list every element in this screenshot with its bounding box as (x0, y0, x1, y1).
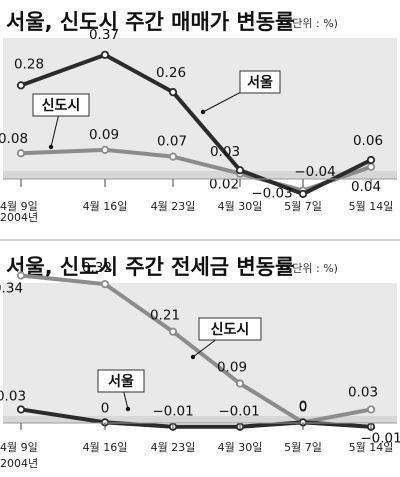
data-point (366, 405, 376, 414)
callout-box (97, 369, 145, 393)
callout-dot (200, 109, 206, 115)
x-tick-label: 4월 30일 (218, 440, 263, 454)
data-label: 0 (299, 398, 308, 414)
plot-shadow (3, 171, 397, 179)
callout-dot (125, 406, 131, 412)
series-callout-label: 신도시 (211, 322, 250, 338)
unit-note: (단위 : %) (288, 262, 338, 275)
data-point (168, 152, 178, 161)
data-point (235, 379, 245, 388)
callout-box (32, 93, 90, 117)
callout-box (239, 70, 281, 94)
x-tick-label: 4월 16일 (83, 440, 128, 454)
year-note: 2004년 (0, 457, 38, 470)
x-tick-label: 5월 14일 (349, 199, 394, 213)
series-line (19, 52, 373, 196)
chart-sales-price: 서울, 신도시 주간 매매가 변동률 (단위 : %) 0.28 0.37 0.26… (0, 10, 397, 224)
data-label: −0.04 (294, 164, 335, 180)
data-label: 0.09 (89, 127, 119, 143)
data-label: 0 (299, 399, 308, 415)
callout-dot (48, 144, 54, 150)
data-label: −0.03 (251, 186, 292, 202)
series-callout-label: 서울 (108, 373, 134, 390)
data-label: 0.34 (0, 281, 23, 297)
x-tick-label: 4월 30일 (218, 199, 263, 213)
data-point (16, 149, 26, 158)
data-point (100, 280, 110, 289)
data-label: 0.02 (209, 177, 239, 193)
plot-shadow (3, 416, 397, 423)
data-point (16, 271, 26, 280)
callout-dot (190, 354, 196, 360)
x-tick-label: 5월 7일 (284, 199, 322, 213)
series-line (19, 273, 373, 425)
x-tick-label: 4월 23일 (151, 199, 196, 213)
x-axis: 4월 9일 4월 16일 4월 23일 4월 30일 5월 7일 5월 14일 (0, 422, 397, 454)
x-tick-label: 4월 16일 (83, 199, 128, 213)
data-point (100, 145, 110, 154)
data-label: 0.37 (89, 27, 119, 43)
data-label: 0.09 (217, 360, 247, 376)
data-label: 0.06 (353, 133, 383, 149)
data-label: 0.08 (0, 131, 28, 147)
x-tick-label: 5월 7일 (284, 440, 322, 454)
data-label: −0.01 (218, 404, 259, 420)
plot-area: 0.28 0.37 0.26 0.03 −0.04 0.06 0.08 0.09 0.07 0.0… (0, 27, 383, 202)
chart-jeonse-deposit: 서울, 신도시 주간 전세금 변동률 (단위 : %) 0.03 0 −0.01 −0… (0, 241, 400, 477)
series-callout-label: 신도시 (42, 98, 81, 114)
x-tick-label: 4월 9일 (0, 199, 38, 213)
data-label: 0.03 (348, 384, 378, 400)
chart-title: 서울, 신도시 주간 전세금 변동률 (6, 255, 294, 279)
data-label: −0.01 (360, 431, 400, 447)
chart-divider (0, 239, 400, 241)
series-callout-label: 서울 (247, 74, 273, 91)
x-tick-label: 5월 14일 (349, 440, 394, 454)
data-point (168, 327, 178, 336)
data-label: 0.07 (157, 134, 187, 150)
data-label: 0 (101, 400, 110, 416)
data-point (298, 189, 308, 199)
data-point (366, 155, 376, 165)
data-label: 0.03 (210, 144, 240, 160)
chart-title: 서울, 신도시 주간 매매가 변동률 (6, 10, 294, 34)
x-tick-label: 4월 9일 (0, 440, 38, 454)
data-label: 0.04 (351, 179, 381, 195)
data-label: 0.21 (150, 308, 180, 324)
data-label: 0.32 (82, 260, 112, 276)
callout-box (198, 317, 262, 341)
data-label: 0.28 (14, 56, 44, 72)
data-label: 0.03 (0, 388, 26, 404)
year-note: 2004년 (0, 211, 38, 224)
data-label: −0.01 (152, 404, 193, 420)
x-axis: 4월 9일 4월 16일 4월 23일 4월 30일 5월 7일 5월 14일 (0, 178, 397, 213)
data-point (168, 88, 178, 97)
data-point (16, 81, 26, 90)
data-point (235, 166, 245, 175)
x-tick-label: 4월 23일 (151, 440, 196, 454)
data-point (100, 50, 110, 59)
data-label: 0.26 (156, 65, 186, 81)
data-point (366, 162, 376, 171)
unit-note: (단위 : %) (288, 17, 338, 30)
data-point (16, 405, 26, 414)
